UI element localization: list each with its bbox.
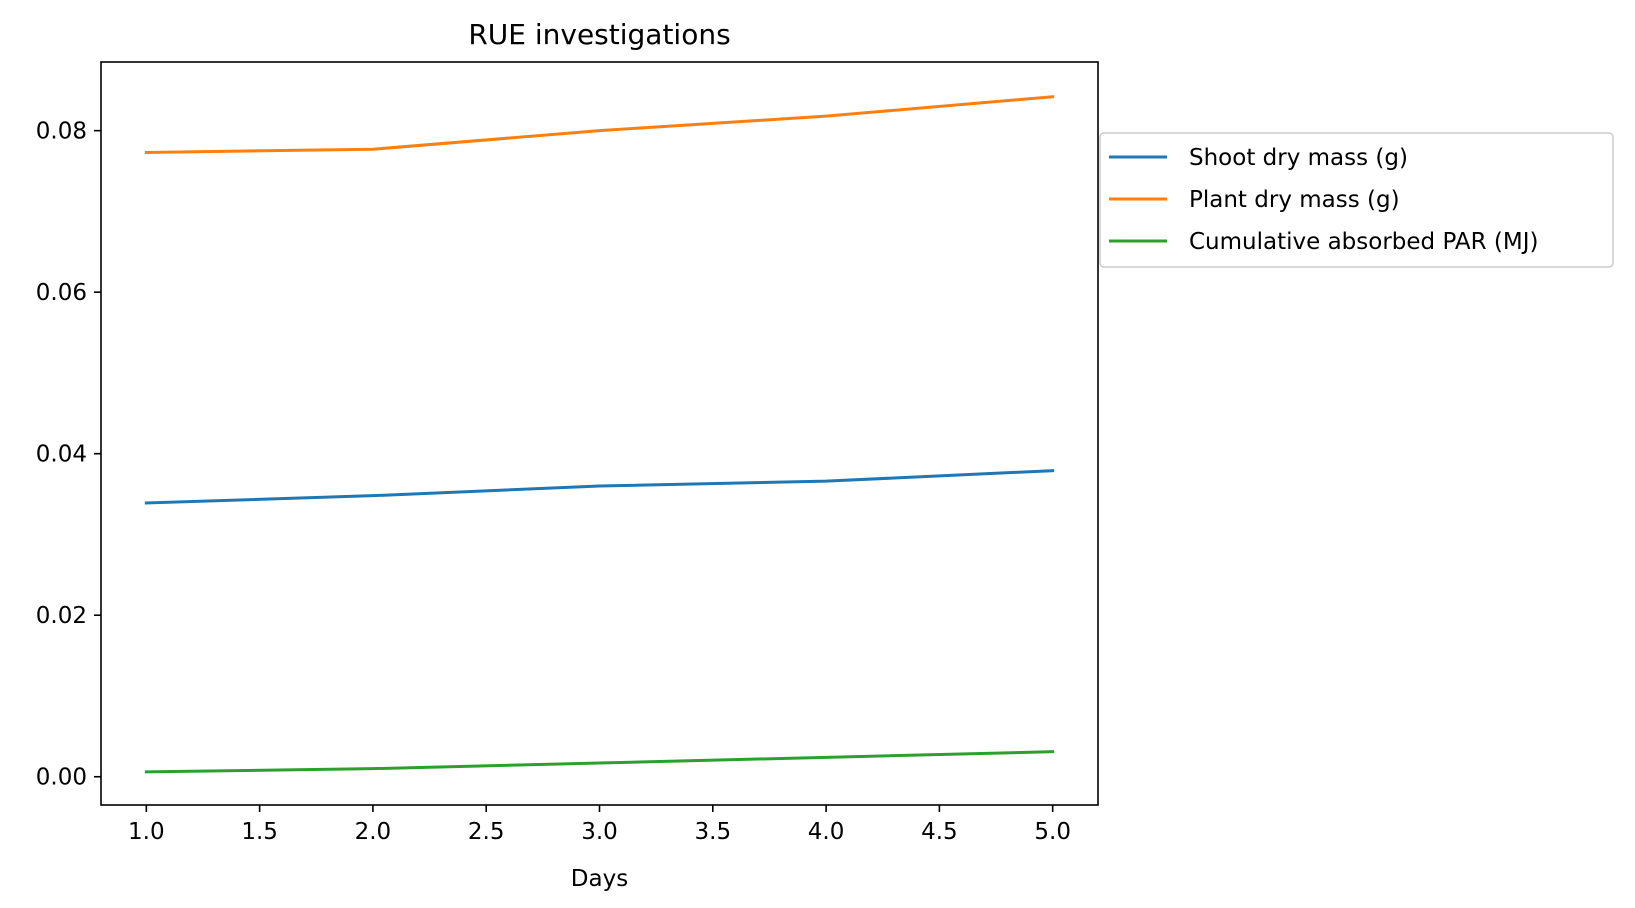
legend-label: Cumulative absorbed PAR (MJ) — [1189, 229, 1538, 255]
x-tick-label: 3.0 — [581, 819, 618, 845]
legend-box — [1099, 132, 1614, 268]
series-line — [144, 750, 1055, 774]
x-tick-label: 1.5 — [241, 819, 278, 845]
legend: Shoot dry mass (g) Plant dry mass (g) Cumu… — [1099, 132, 1614, 268]
plot-frame — [100, 61, 1099, 806]
y-tick-label: 0.00 — [36, 765, 87, 791]
x-tick-label: 4.0 — [808, 819, 845, 845]
x-axis-label: Days — [571, 866, 628, 892]
series-line — [144, 95, 1055, 154]
x-tick-label: 1.0 — [128, 819, 165, 845]
y-tick-label: 0.04 — [36, 442, 87, 468]
x-tick-label: 2.5 — [468, 819, 505, 845]
y-axis: 0.00 0.02 0.04 0.06 0.08 — [36, 119, 101, 791]
chart-title: RUE investigations — [468, 18, 730, 51]
y-tick-label: 0.06 — [36, 280, 87, 306]
series-layer — [144, 95, 1055, 774]
y-tick-label: 0.02 — [36, 603, 87, 629]
x-tick-label: 2.0 — [355, 819, 392, 845]
series-line — [144, 469, 1055, 505]
x-tick-label: 3.5 — [695, 819, 732, 845]
legend-label: Plant dry mass (g) — [1189, 187, 1400, 213]
x-tick-label: 5.0 — [1034, 819, 1071, 845]
y-tick-label: 0.08 — [36, 119, 87, 145]
x-tick-label: 4.5 — [921, 819, 958, 845]
x-axis: 1.0 1.5 2.0 2.5 3.0 3.5 4.0 4.5 5.0 — [128, 805, 1071, 845]
legend-label: Shoot dry mass (g) — [1189, 145, 1408, 171]
